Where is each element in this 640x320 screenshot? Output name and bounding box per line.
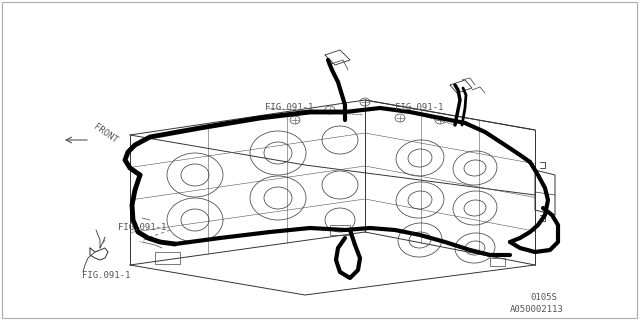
Text: FRONT: FRONT bbox=[92, 123, 119, 145]
Text: FIG.091-1: FIG.091-1 bbox=[82, 270, 131, 279]
Text: A050002113: A050002113 bbox=[510, 306, 564, 315]
Text: FIG.091-1: FIG.091-1 bbox=[395, 103, 444, 113]
Text: FIG.091-1: FIG.091-1 bbox=[118, 223, 166, 233]
Text: FIG.091-1: FIG.091-1 bbox=[265, 103, 314, 113]
Text: 0105S: 0105S bbox=[530, 293, 557, 302]
